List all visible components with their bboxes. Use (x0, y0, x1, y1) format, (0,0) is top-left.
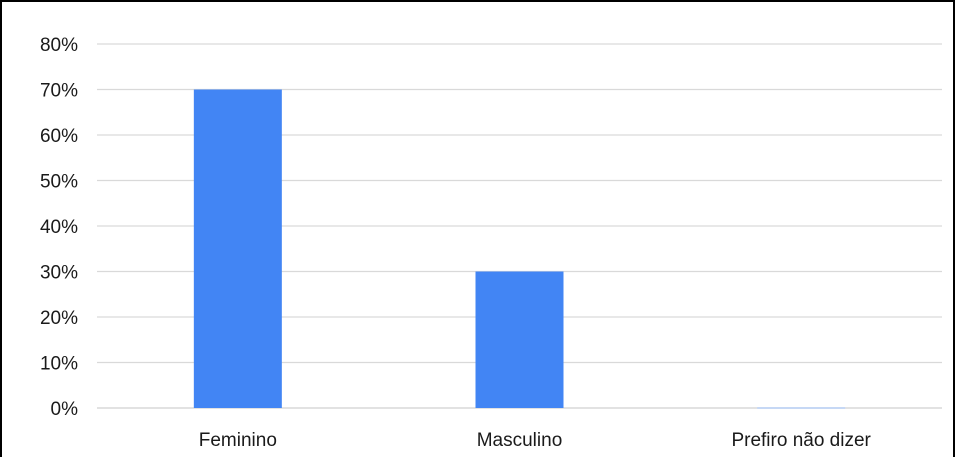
bar-prefiro-n-o-dizer (757, 407, 846, 409)
y-tick-label: 70% (40, 81, 78, 102)
y-tick-label: 20% (40, 308, 78, 329)
y-tick-label: 30% (40, 263, 78, 284)
bar-feminino (193, 89, 282, 408)
y-tick-label: 50% (40, 172, 78, 193)
y-tick-label: 0% (51, 399, 79, 420)
y-tick-label: 80% (40, 35, 78, 56)
y-tick-label: 60% (40, 126, 78, 147)
y-tick-label: 40% (40, 217, 78, 238)
bars (193, 89, 846, 409)
y-axis-tick-labels: 0% 10% 20% 30% 40% 50% 60% 70% 80% (40, 35, 78, 420)
x-category-label: Feminino (199, 430, 277, 451)
x-category-label: Masculino (477, 430, 563, 451)
bar-masculino (475, 271, 564, 408)
y-tick-label: 10% (40, 354, 78, 375)
x-axis-category-labels: Feminino Masculino Prefiro não dizer (199, 430, 872, 451)
x-category-label: Prefiro não dizer (731, 430, 871, 451)
